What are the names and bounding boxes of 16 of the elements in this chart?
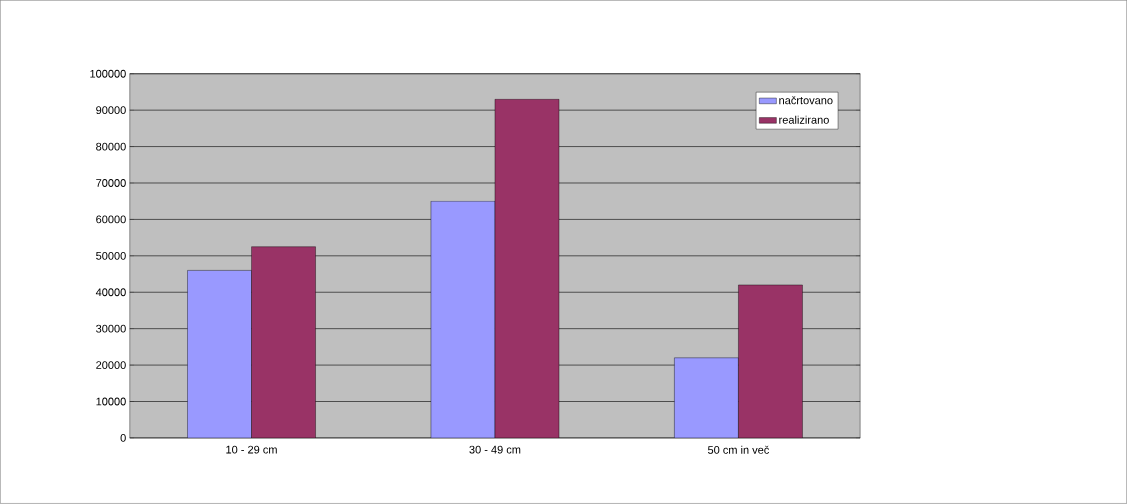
y-tick-label: 40000	[95, 288, 126, 297]
y-tick-label: 100000	[90, 70, 126, 78]
legend-label: načrtovano	[779, 96, 833, 105]
legend-label: realizirano	[779, 115, 829, 124]
y-tick-label: 70000	[96, 179, 126, 188]
y-tick-label: 50000	[96, 252, 126, 260]
y-tick-label: 60000	[96, 215, 126, 224]
y-tick-label: 20000	[96, 361, 126, 370]
y-tick-label: 90000	[96, 106, 126, 115]
x-tick-label: 50 cm in več	[707, 445, 770, 455]
y-tick-label: 80000	[96, 142, 126, 151]
x-tick-label: 30 - 49 cm	[469, 445, 521, 454]
y-tick-label: 0	[120, 434, 126, 442]
x-tick-label: 10 - 29 cm	[226, 445, 277, 454]
y-tick-label: 30000	[96, 324, 126, 333]
y-tick-label: 10000	[96, 397, 126, 406]
